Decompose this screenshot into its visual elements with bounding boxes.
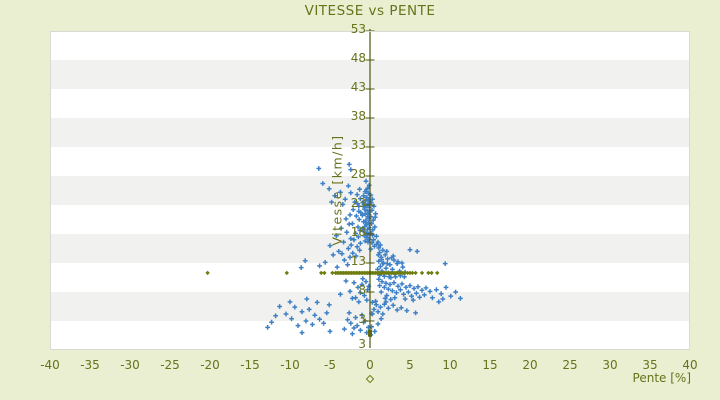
y-tick-label: 28 <box>350 167 366 181</box>
scatter-series-vitesse <box>265 162 463 338</box>
y-tick-label: 33 <box>350 138 366 152</box>
x-tick-label: 20 <box>522 358 538 372</box>
x-tick-label: -5 <box>324 358 336 372</box>
y-tick-label: 38 <box>350 109 366 123</box>
plot-area <box>50 29 690 350</box>
x-axis-title: Pente [%] <box>632 371 691 385</box>
y-tick-label: 8 <box>358 283 366 297</box>
y-tick-label: 53 <box>350 22 366 36</box>
x-tick-label: 40 <box>682 358 698 372</box>
scatter-series-pente-markers <box>205 270 440 276</box>
x-tick-label: 30 <box>602 358 618 372</box>
x-tick-label: -10 <box>280 358 300 372</box>
x-tick-label: 25 <box>562 358 578 372</box>
x-tick-label: -25 <box>160 358 180 372</box>
x-tick-label: 35 <box>642 358 658 372</box>
axis-square-marker <box>368 329 372 337</box>
y-tick-label: 18 <box>350 225 366 239</box>
x-tick-label: -15 <box>240 358 260 372</box>
y-tick-label: 13 <box>350 254 366 268</box>
x-tick-label: -30 <box>120 358 140 372</box>
y-tick-label: 43 <box>350 80 366 94</box>
x-tick-label: 10 <box>442 358 458 372</box>
plot-border <box>50 31 690 350</box>
y-axis-extra-bottom-label: 3 <box>358 337 366 351</box>
x-tick-label: -20 <box>200 358 220 372</box>
x-tick-label: -35 <box>80 358 100 372</box>
x-tick-label: 15 <box>482 358 498 372</box>
y-tick-label: 23 <box>350 196 366 210</box>
below-axis-diamond-icon <box>365 374 375 384</box>
y-tick-label: 48 <box>350 51 366 65</box>
chart-title: VITESSE vs PENTE <box>304 3 436 19</box>
x-tick-label: 0 <box>366 358 374 372</box>
y-axis-title: Vitesse [km/h] <box>329 134 345 246</box>
x-tick-label: -40 <box>40 358 60 372</box>
x-tick-label: 5 <box>406 358 414 372</box>
y-tick-label: 3 <box>358 312 366 326</box>
